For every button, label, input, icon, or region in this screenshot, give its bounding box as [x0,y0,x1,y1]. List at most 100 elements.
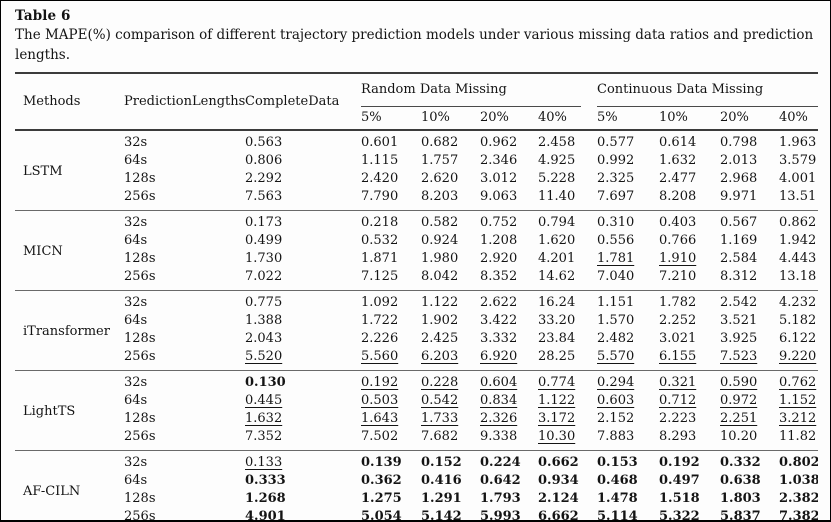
value-cell: 1.115 [361,153,399,168]
value-cell: 7.040 [597,269,635,284]
table-row: 256s 7.563 7.790 8.203 9.063 11.40 7.697 8.208 9… [15,188,818,211]
method-name-cell: MICN [15,210,124,291]
value-cell: 0.582 [421,210,480,232]
value-cell: 0.362 [361,473,402,488]
value-cell: 6.920 [480,349,518,364]
prediction-length-cell: 256s [124,429,156,444]
value-cell: 0.173 [245,210,361,232]
value-cell: 8.203 [421,189,459,204]
value-cell: 2.968 [720,171,758,186]
value-cell: 1.169 [720,233,758,248]
value-cell: 0.563 [245,135,283,150]
group-gap-cell [581,428,597,451]
group-gap [581,73,598,131]
value-cell: 1.902 [421,313,459,328]
value-cell: 1.871 [361,251,399,266]
value-cell: 2.477 [659,171,697,186]
prediction-length-cell: 128s [124,331,156,346]
value-cell: 0.192 [361,370,421,392]
value-cell: 0.416 [421,473,462,488]
value-cell: 2.622 [480,290,538,312]
value-cell: 28.25 [538,349,576,364]
value-cell: 0.152 [421,450,480,472]
value-cell: 7.210 [659,269,697,284]
table-header: Methods PredictionLengths CompleteData R… [15,73,819,131]
value-cell: 2.325 [597,171,635,186]
group-gap-cell [581,188,597,211]
value-cell: 1.268 [245,491,286,506]
table-row: 128s 2.292 2.420 2.620 3.012 5.228 2.325 2.477 2… [15,170,818,188]
value-cell: 0.590 [720,370,780,392]
group-gap-cell [581,152,597,170]
value-cell: 0.806 [245,153,283,168]
value-cell: 6.662 [538,509,579,522]
value-cell: 0.762 [779,370,819,392]
value-cell: 0.798 [720,135,758,150]
value-cell: 3.521 [720,313,758,328]
value-cell: 5.228 [538,171,576,186]
value-cell: 0.310 [597,210,660,232]
prediction-length-cell: 32s [124,135,148,150]
table-caption: The MAPE(%) comparison of different traj… [15,27,814,63]
table-row: 64s 0.806 1.115 1.757 2.346 4.925 0.992 1.632 2.… [15,152,818,170]
value-cell: 1.757 [421,153,459,168]
value-cell: 4.901 [245,509,286,522]
value-cell: 0.321 [659,370,721,392]
prediction-length-cell: 128s [124,171,156,186]
table-row: 64s 1.388 1.722 1.902 3.422 33.20 1.570 2.252 3.… [15,312,818,330]
value-cell: 14.62 [538,269,576,284]
value-cell: 1.632 [245,411,283,426]
value-cell: 0.601 [361,135,399,150]
method-name-cell: iTransformer [15,290,124,371]
group-gap-cell [581,330,597,348]
value-cell: 1.942 [779,233,817,248]
prediction-length-cell: 64s [124,393,148,408]
value-cell: 7.563 [245,189,283,204]
value-cell: 0.992 [597,153,635,168]
value-cell: 8.293 [659,429,697,444]
value-cell: 0.604 [480,370,538,392]
value-cell: 0.642 [480,473,521,488]
value-cell: 5.570 [597,349,635,364]
prediction-length-cell: 256s [124,269,156,284]
table-row: 256s 7.022 7.125 8.042 8.352 14.62 7.040 7.210 8… [15,268,818,291]
table-title: Table 6 [15,8,71,24]
value-cell: 0.603 [597,393,635,408]
group-gap-cell [581,348,597,371]
value-cell: 1.275 [361,491,402,506]
value-cell: 11.40 [538,189,576,204]
value-cell: 7.883 [597,429,635,444]
group-gap-cell [581,410,597,428]
value-cell: 10.20 [720,429,758,444]
value-cell: 5.837 [720,509,761,522]
value-cell: 1.632 [659,153,697,168]
value-cell: 7.382 [779,509,819,522]
value-cell: 8.042 [421,269,459,284]
value-cell: 4.443 [779,251,817,266]
col-header-complete-data: CompleteData [245,73,361,131]
value-cell: 1.620 [538,233,576,248]
value-cell: 5.182 [779,313,817,328]
group-gap-cell [581,490,597,508]
value-cell: 0.503 [361,393,399,408]
table-row: 256s 7.352 7.502 7.682 9.338 10.30 7.883 8.293 1… [15,428,818,451]
value-cell: 0.577 [597,135,635,150]
value-cell: 0.556 [597,233,635,248]
value-cell: 0.445 [245,393,283,408]
value-cell: 2.382 [779,491,819,506]
value-cell: 1.518 [659,491,700,506]
value-cell: 1.722 [361,313,399,328]
value-cell: 0.228 [421,370,480,392]
value-cell: 2.124 [538,491,579,506]
value-cell: 0.766 [659,233,697,248]
sub-header-random-20: 20% [480,106,538,131]
value-cell: 1.910 [659,251,697,266]
sub-header-random-5: 5% [361,106,421,131]
table-row: 128s 1.268 1.275 1.291 1.793 2.124 1.478 1.518 1… [15,490,818,508]
value-cell: 0.497 [659,473,700,488]
value-cell: 4.925 [538,153,576,168]
value-cell: 3.172 [538,411,576,426]
value-cell: 1.291 [421,491,462,506]
value-cell: 1.782 [659,290,721,312]
value-cell: 0.333 [245,473,286,488]
